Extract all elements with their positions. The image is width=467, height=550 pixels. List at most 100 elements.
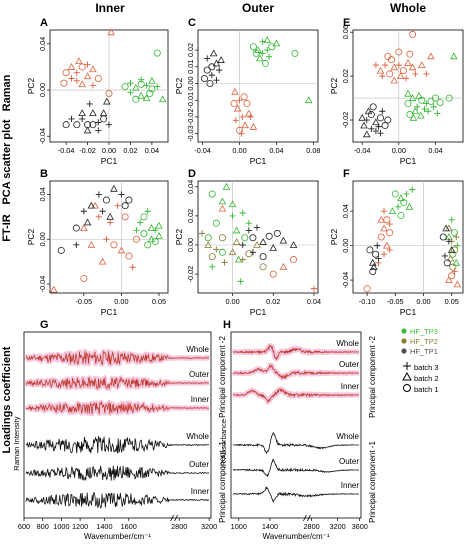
data-point — [358, 113, 366, 121]
data-point — [268, 43, 276, 51]
data-point — [68, 115, 75, 123]
data-point — [237, 278, 244, 285]
plot-frame — [230, 331, 362, 519]
trace-label: Inner — [341, 382, 360, 391]
data-point — [83, 126, 92, 134]
data-point — [80, 274, 88, 282]
data-point — [95, 191, 102, 198]
data-point — [372, 62, 380, 69]
column-title-inner: Inner — [95, 1, 125, 15]
x-tick-label: 2800 — [171, 522, 187, 531]
data-point — [381, 122, 389, 130]
data-point — [155, 231, 163, 239]
legend-marker-label: batch 2 — [414, 374, 439, 383]
data-point — [249, 123, 258, 130]
data-point — [95, 127, 102, 134]
trace-label: Outer — [339, 457, 359, 466]
data-point — [105, 121, 113, 128]
legend-color-swatch — [401, 338, 407, 344]
data-point — [261, 59, 269, 67]
data-point — [213, 77, 220, 84]
y-tick-label: 0.00 — [38, 83, 47, 97]
x-axis-label: Wavenumber/cm⁻¹ — [262, 532, 329, 541]
data-point — [89, 65, 97, 73]
data-point — [291, 49, 299, 57]
data-point — [232, 226, 241, 234]
data-point — [239, 256, 246, 263]
loadings-section-title: Loadings coefficient — [1, 346, 13, 453]
data-point — [209, 49, 218, 57]
data-point — [450, 52, 458, 60]
data-point — [372, 118, 380, 126]
data-point — [448, 216, 455, 223]
data-point — [265, 232, 273, 240]
data-point — [114, 202, 121, 209]
x-axis-label: PC1 — [250, 156, 267, 166]
x-tick-label: -0.04 — [58, 146, 75, 155]
data-point — [57, 246, 65, 254]
data-point — [454, 242, 461, 249]
data-point — [431, 94, 439, 102]
x-tick-label: 0.05 — [445, 297, 459, 306]
data-point — [132, 95, 140, 103]
data-point — [406, 111, 414, 119]
legend-marker-triangle — [402, 371, 412, 381]
data-point — [453, 280, 462, 288]
data-point — [233, 104, 242, 112]
trace-label: Whole — [336, 339, 359, 348]
panel-letter-d: D — [188, 168, 196, 180]
data-point — [73, 69, 80, 76]
trace-label: Whole — [336, 432, 359, 441]
data-point — [212, 59, 221, 67]
loading-trace — [232, 344, 360, 361]
x-tick-label: 0.00 — [102, 146, 116, 155]
data-point — [254, 46, 262, 53]
loading-trace — [25, 436, 210, 454]
data-point — [80, 208, 87, 215]
y-tick-label: 0.01 — [186, 60, 195, 74]
data-point — [409, 30, 417, 38]
data-point — [229, 212, 236, 220]
data-point — [253, 224, 261, 231]
legend-marker-label: batch 3 — [414, 363, 439, 372]
data-point — [60, 79, 68, 87]
y-tick-label: -0.04 — [38, 128, 47, 145]
x-tick-label: 1000 — [53, 522, 69, 531]
x-tick-label: 800 — [37, 522, 49, 531]
y-tick-label: 0.02 — [186, 43, 195, 57]
plot-frame — [352, 180, 464, 294]
scatter-panel-e: -0.04 0.00 0.04 -0.02 0.02 0.06 PC1 PC2 — [329, 25, 464, 166]
data-point — [403, 75, 410, 82]
data-point — [421, 105, 428, 113]
plot-frame — [197, 29, 319, 143]
data-point — [222, 182, 231, 190]
x-tick-label: 3200 — [329, 522, 345, 531]
x-tick-label: 1000 — [231, 522, 247, 531]
data-point — [449, 250, 457, 258]
panel-letter-a: A — [40, 17, 48, 29]
x-axis-label: PC1 — [101, 156, 118, 166]
plot-frame — [352, 29, 464, 143]
loading-trace — [25, 350, 210, 366]
loading-trace — [232, 432, 359, 455]
data-point — [204, 241, 212, 248]
data-point — [362, 130, 371, 138]
data-point — [269, 243, 278, 251]
data-point — [75, 57, 83, 65]
y-tick-label: 0.06 — [341, 25, 350, 39]
data-point — [409, 113, 418, 121]
data-point — [372, 127, 380, 135]
y-tick-label: 0.02 — [186, 209, 195, 223]
data-point — [380, 251, 388, 258]
y-axis-label: PC2 — [26, 228, 36, 245]
data-point — [383, 241, 391, 249]
loading-trace — [232, 486, 360, 504]
data-point — [443, 259, 451, 267]
trace-label: Inner — [341, 481, 360, 490]
data-point — [384, 116, 392, 124]
row-title-raman: Raman — [1, 74, 13, 111]
data-point — [230, 100, 238, 108]
y-tick-label: 0.04 — [341, 204, 350, 218]
data-point — [442, 224, 450, 232]
